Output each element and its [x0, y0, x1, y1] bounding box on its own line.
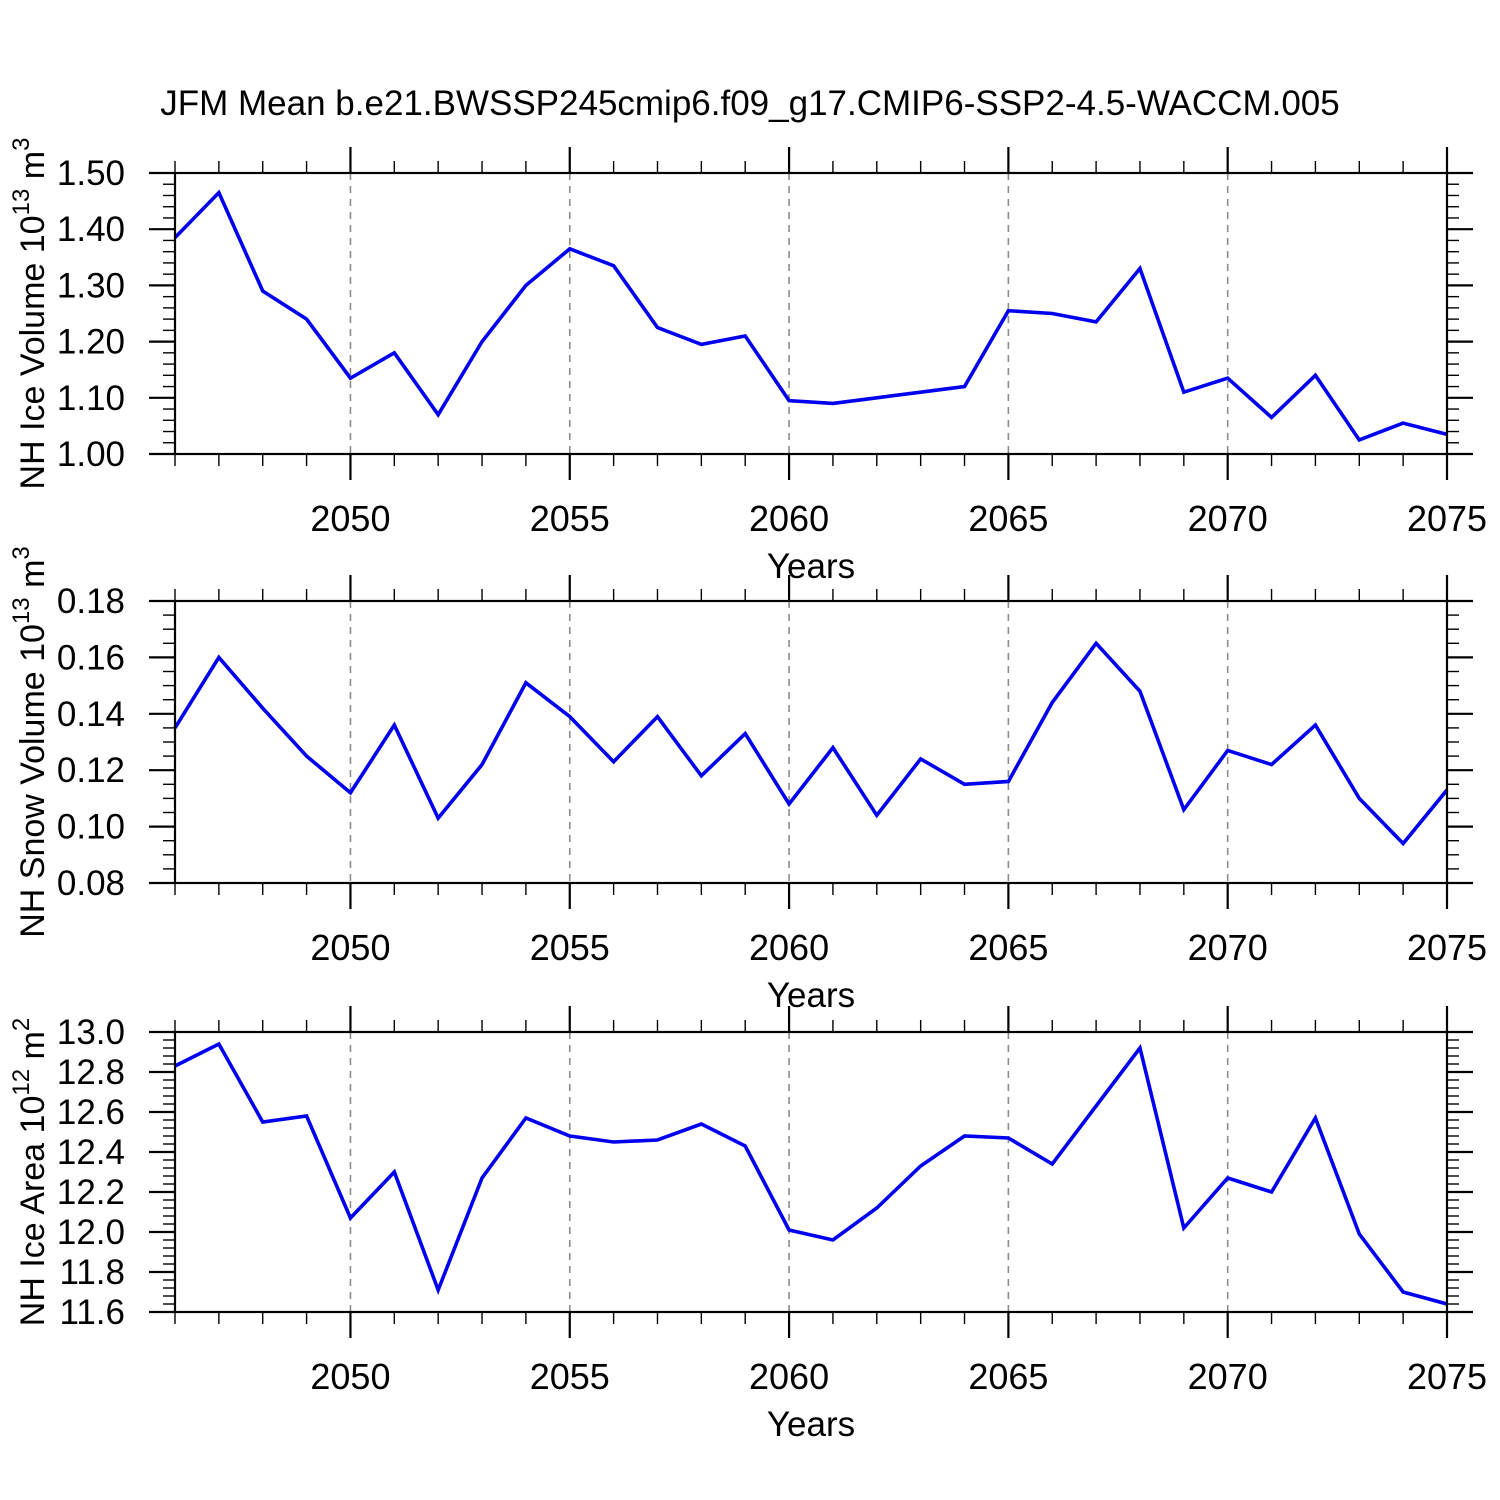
y-tick-label: 1.20 — [57, 323, 125, 362]
y-tick-label: 0.18 — [57, 582, 125, 621]
x-tick-label: 2075 — [1407, 1356, 1487, 1397]
x-tick-label: 2060 — [749, 927, 829, 968]
y-tick-label: 11.8 — [59, 1253, 125, 1292]
y-tick-label: 0.16 — [57, 638, 125, 677]
y-tick-label: 0.14 — [57, 695, 125, 734]
nh-snow-volume-line — [173, 640, 1449, 847]
y-tick-label: 13.0 — [57, 1013, 125, 1052]
x-tick-label: 2060 — [749, 1356, 829, 1397]
x-tick-label: 2055 — [530, 498, 610, 539]
panel-nh-ice-volume: 1.00 1.10 1.20 1.30 1.40 1.50 2050 2055 2060 2065… — [8, 138, 1487, 586]
y-axis-title: NH Ice Area 1012 m2 — [8, 1018, 52, 1326]
nh-ice-area-line — [174, 1041, 1448, 1306]
y-tick-label: 12.8 — [57, 1053, 125, 1092]
x-tick-label: 2065 — [968, 927, 1048, 968]
x-tick-label: 2055 — [530, 927, 610, 968]
x-tick-label: 2070 — [1188, 498, 1268, 539]
y-tick-label: 1.30 — [57, 266, 125, 305]
x-tick-label: 2065 — [968, 498, 1048, 539]
y-tick-label: 12.6 — [57, 1093, 125, 1132]
x-tick-label: 2060 — [749, 498, 829, 539]
y-tick-label: 0.08 — [57, 864, 125, 903]
y-tick-label: 12.0 — [57, 1213, 125, 1252]
x-axis-title: Years — [767, 1405, 855, 1444]
panel-nh-snow-volume: 0.08 0.10 0.12 0.14 0.16 0.18 2050 2055 2060 2065… — [8, 546, 1487, 1015]
y-tick-label: 0.12 — [57, 751, 125, 790]
y-tick-label: 1.50 — [57, 154, 125, 193]
y-tick-label: 12.2 — [57, 1173, 125, 1212]
x-tick-label: 2075 — [1407, 927, 1487, 968]
x-axis-title: Years — [767, 976, 855, 1015]
y-tick-label: 1.00 — [57, 435, 125, 474]
x-axis-title: Years — [767, 547, 855, 586]
x-tick-label: 2050 — [310, 1356, 390, 1397]
y-tick-label: 11.6 — [59, 1293, 125, 1332]
panel-frame — [173, 1030, 1449, 1314]
x-tick-label: 2070 — [1188, 1356, 1268, 1397]
y-tick-label: 12.4 — [57, 1133, 125, 1172]
x-tick-label: 2065 — [968, 1356, 1048, 1397]
x-tick-label: 2050 — [310, 498, 390, 539]
y-tick-label: 1.40 — [57, 210, 125, 249]
panel-frame — [173, 599, 1449, 885]
y-axis-title: NH Ice Volume 1013 m3 — [8, 138, 52, 490]
panel-nh-ice-area: 11.611.812.012.212.412.612.813.0 2050 2055… — [8, 1006, 1487, 1444]
x-tick-label: 2055 — [530, 1356, 610, 1397]
x-tick-label: 2050 — [310, 927, 390, 968]
y-tick-label: 1.10 — [57, 379, 125, 418]
y-axis-title: NH Snow Volume 1013 m3 — [8, 546, 52, 938]
y-tick-label: 0.10 — [57, 808, 125, 847]
x-tick-label: 2075 — [1407, 498, 1487, 539]
chart-title: JFM Mean b.e21.BWSSP245cmip6.f09_g17.CMI… — [160, 84, 1340, 123]
nh-ice-volume-line — [173, 189, 1448, 443]
panel-frame — [173, 171, 1449, 456]
x-tick-label: 2070 — [1188, 927, 1268, 968]
